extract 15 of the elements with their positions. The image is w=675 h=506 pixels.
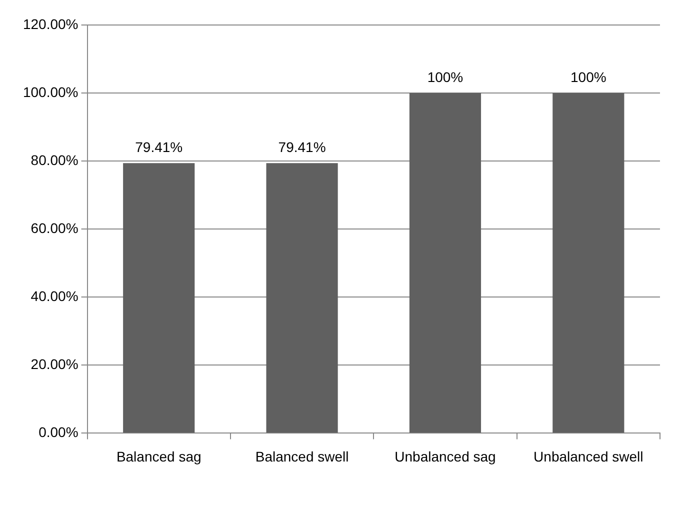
x-tick-label: Unbalanced sag xyxy=(394,448,496,464)
x-tick-label: Unbalanced swell xyxy=(534,448,644,464)
y-tick-label: 120.00% xyxy=(22,16,78,32)
y-tick-label: 20.00% xyxy=(30,356,78,372)
y-tick-label: 100.00% xyxy=(22,84,78,100)
data-label: 100% xyxy=(427,68,464,85)
x-tick-label: Balanced sag xyxy=(116,448,202,464)
data-label: 79.41% xyxy=(135,138,183,155)
y-tick-label: 80.00% xyxy=(30,152,78,168)
y-tick-label: 60.00% xyxy=(30,220,78,236)
data-label: 79.41% xyxy=(278,138,326,155)
y-tick-label: 0.00% xyxy=(38,424,78,440)
x-tick-label: Balanced swell xyxy=(255,448,349,464)
y-tick-label: 40.00% xyxy=(30,288,78,304)
data-label: 100% xyxy=(570,68,606,85)
